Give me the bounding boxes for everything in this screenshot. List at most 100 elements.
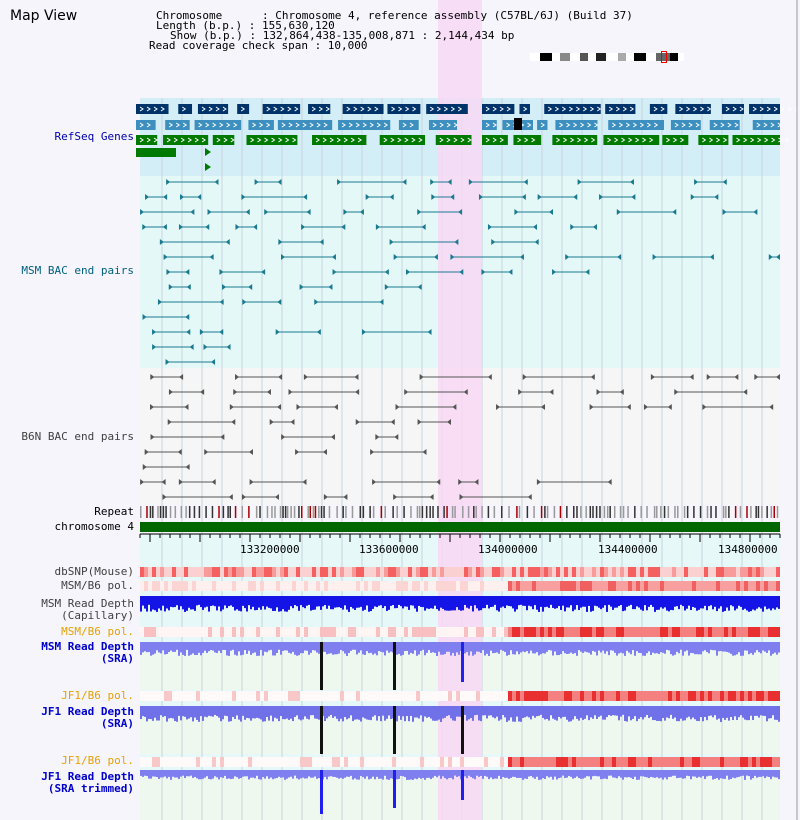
- read-depth-bar: [374, 706, 376, 716]
- bac-end: [607, 479, 612, 485]
- read-depth-bar: [356, 642, 358, 655]
- snp-density-cell: [328, 567, 332, 577]
- read-depth-bar: [142, 770, 144, 777]
- polymorphism-cell: [584, 757, 588, 767]
- repeat-feature: [706, 506, 709, 518]
- read-depth-bar: [226, 642, 228, 656]
- track-label-msm-bac[interactable]: MSM BAC end pairs: [21, 264, 134, 277]
- read-depth-bar: [664, 706, 666, 721]
- polymorphism-cell: [172, 581, 176, 591]
- track-label-msm-b6-pol-2[interactable]: MSM/B6 pol.: [61, 625, 134, 638]
- track-label-msm-depth-capillary[interactable]: MSM Read Depth (Capillary): [41, 597, 134, 622]
- read-depth-bar: [672, 770, 674, 776]
- track-label-refseq[interactable]: RefSeq Genes: [54, 130, 134, 143]
- read-depth-bar: [224, 706, 226, 716]
- read-depth-bar: [342, 642, 344, 652]
- gene-strand-arrow: [205, 122, 210, 128]
- read-depth-bar: [506, 642, 508, 656]
- bac-end: [269, 419, 274, 425]
- read-depth-bar: [744, 706, 746, 720]
- read-depth-bar: [504, 770, 506, 778]
- read-depth-bar: [252, 596, 254, 607]
- read-depth-bar: [352, 770, 354, 780]
- snp-density-cell: [268, 567, 272, 577]
- read-depth-bar: [584, 770, 586, 778]
- bac-end: [288, 389, 293, 395]
- track-label-jf1-depth-trimmed[interactable]: JF1 Read Depth (SRA trimmed): [41, 770, 134, 795]
- polymorphism-cell: [700, 627, 704, 637]
- polymorphism-cell: [580, 581, 584, 591]
- track-label-repeat[interactable]: Repeat: [94, 505, 134, 518]
- repeat-feature: [188, 506, 191, 518]
- show-range-info: Show (b.p.) : 132,864,438-135,008,871 : …: [170, 29, 515, 42]
- track-label-jf1-b6-pol-1[interactable]: JF1/B6 pol.: [61, 689, 134, 702]
- track-label-chromosome: chromosome 4: [54, 520, 134, 533]
- repeat-feature: [559, 506, 562, 518]
- polymorphism-cell: [608, 581, 612, 591]
- read-depth-bar: [522, 642, 524, 652]
- polymorphism-cell: [476, 627, 480, 637]
- read-depth-bar: [658, 770, 660, 779]
- polymorphism-cell: [360, 757, 364, 767]
- read-depth-bar: [672, 706, 674, 719]
- axis-tick-label: 134800000: [718, 543, 778, 556]
- read-depth-bar: [300, 770, 302, 779]
- chromosome-ideogram[interactable]: [530, 51, 684, 63]
- read-depth-bar: [160, 642, 162, 654]
- snp-density-cell: [616, 567, 620, 577]
- track-label-msm-depth-sra[interactable]: MSM Read Depth (SRA): [41, 640, 134, 665]
- gene-strand-arrow: [752, 106, 757, 112]
- read-depth-bar: [680, 642, 682, 650]
- track-label-jf1-b6-pol-2[interactable]: JF1/B6 pol.: [61, 754, 134, 767]
- gene-strand-arrow: [146, 122, 151, 128]
- track-label-jf1-depth-sra[interactable]: JF1 Read Depth (SRA): [41, 705, 134, 730]
- bac-end: [219, 329, 224, 335]
- read-depth-bar: [476, 642, 478, 652]
- bac-end: [204, 449, 209, 455]
- gene-strand-arrow: [649, 137, 654, 143]
- read-depth-bar: [500, 596, 502, 608]
- read-depth-bar: [160, 596, 162, 611]
- polymorphism-cell: [416, 691, 420, 701]
- read-depth-bar: [154, 770, 156, 777]
- polymorphism-cell: [764, 691, 768, 701]
- gene-strand-arrow: [506, 122, 511, 128]
- read-depth-bar: [232, 706, 234, 717]
- read-depth-bar: [262, 642, 264, 656]
- bac-end: [157, 299, 162, 305]
- snp-density-cell: [488, 567, 492, 577]
- read-depth-bar: [712, 770, 714, 780]
- polymorphism-cell: [600, 757, 604, 767]
- polymorphism-cell: [544, 627, 548, 637]
- snp-density-cell: [172, 567, 176, 577]
- read-depth-bar: [168, 596, 170, 611]
- read-depth-bar: [720, 770, 722, 779]
- bac-end: [589, 404, 594, 410]
- read-depth-bar: [678, 706, 680, 722]
- read-depth-bar: [544, 706, 546, 720]
- polymorphism-cell: [236, 691, 240, 701]
- snp-density-cell: [548, 567, 552, 577]
- polymorphism-cell: [684, 627, 688, 637]
- gene-strand-arrow: [794, 106, 799, 112]
- read-depth-bar: [170, 706, 172, 718]
- gene-strand-arrow: [559, 122, 564, 128]
- read-depth-bar: [144, 770, 146, 776]
- read-depth-bar: [558, 596, 560, 607]
- gene-feature: [670, 120, 701, 130]
- gene-strand-arrow: [439, 122, 444, 128]
- track-label-b6n-bac[interactable]: B6N BAC end pairs: [21, 430, 134, 443]
- polymorphism-cell: [248, 627, 252, 637]
- polymorphism-cell: [384, 757, 388, 767]
- polymorphism-cell: [744, 581, 748, 591]
- read-depth-bar: [428, 642, 430, 651]
- track-label-dbsnp[interactable]: dbSNP(Mouse): [54, 565, 134, 578]
- read-depth-bar: [524, 596, 526, 606]
- bac-end: [163, 194, 168, 200]
- read-depth-bar: [572, 706, 574, 720]
- polymorphism-cell: [664, 691, 668, 701]
- read-depth-bar: [282, 642, 284, 651]
- read-depth-bar: [768, 706, 770, 719]
- track-label-msm-b6-pol-1[interactable]: MSM/B6 pol.: [61, 579, 134, 592]
